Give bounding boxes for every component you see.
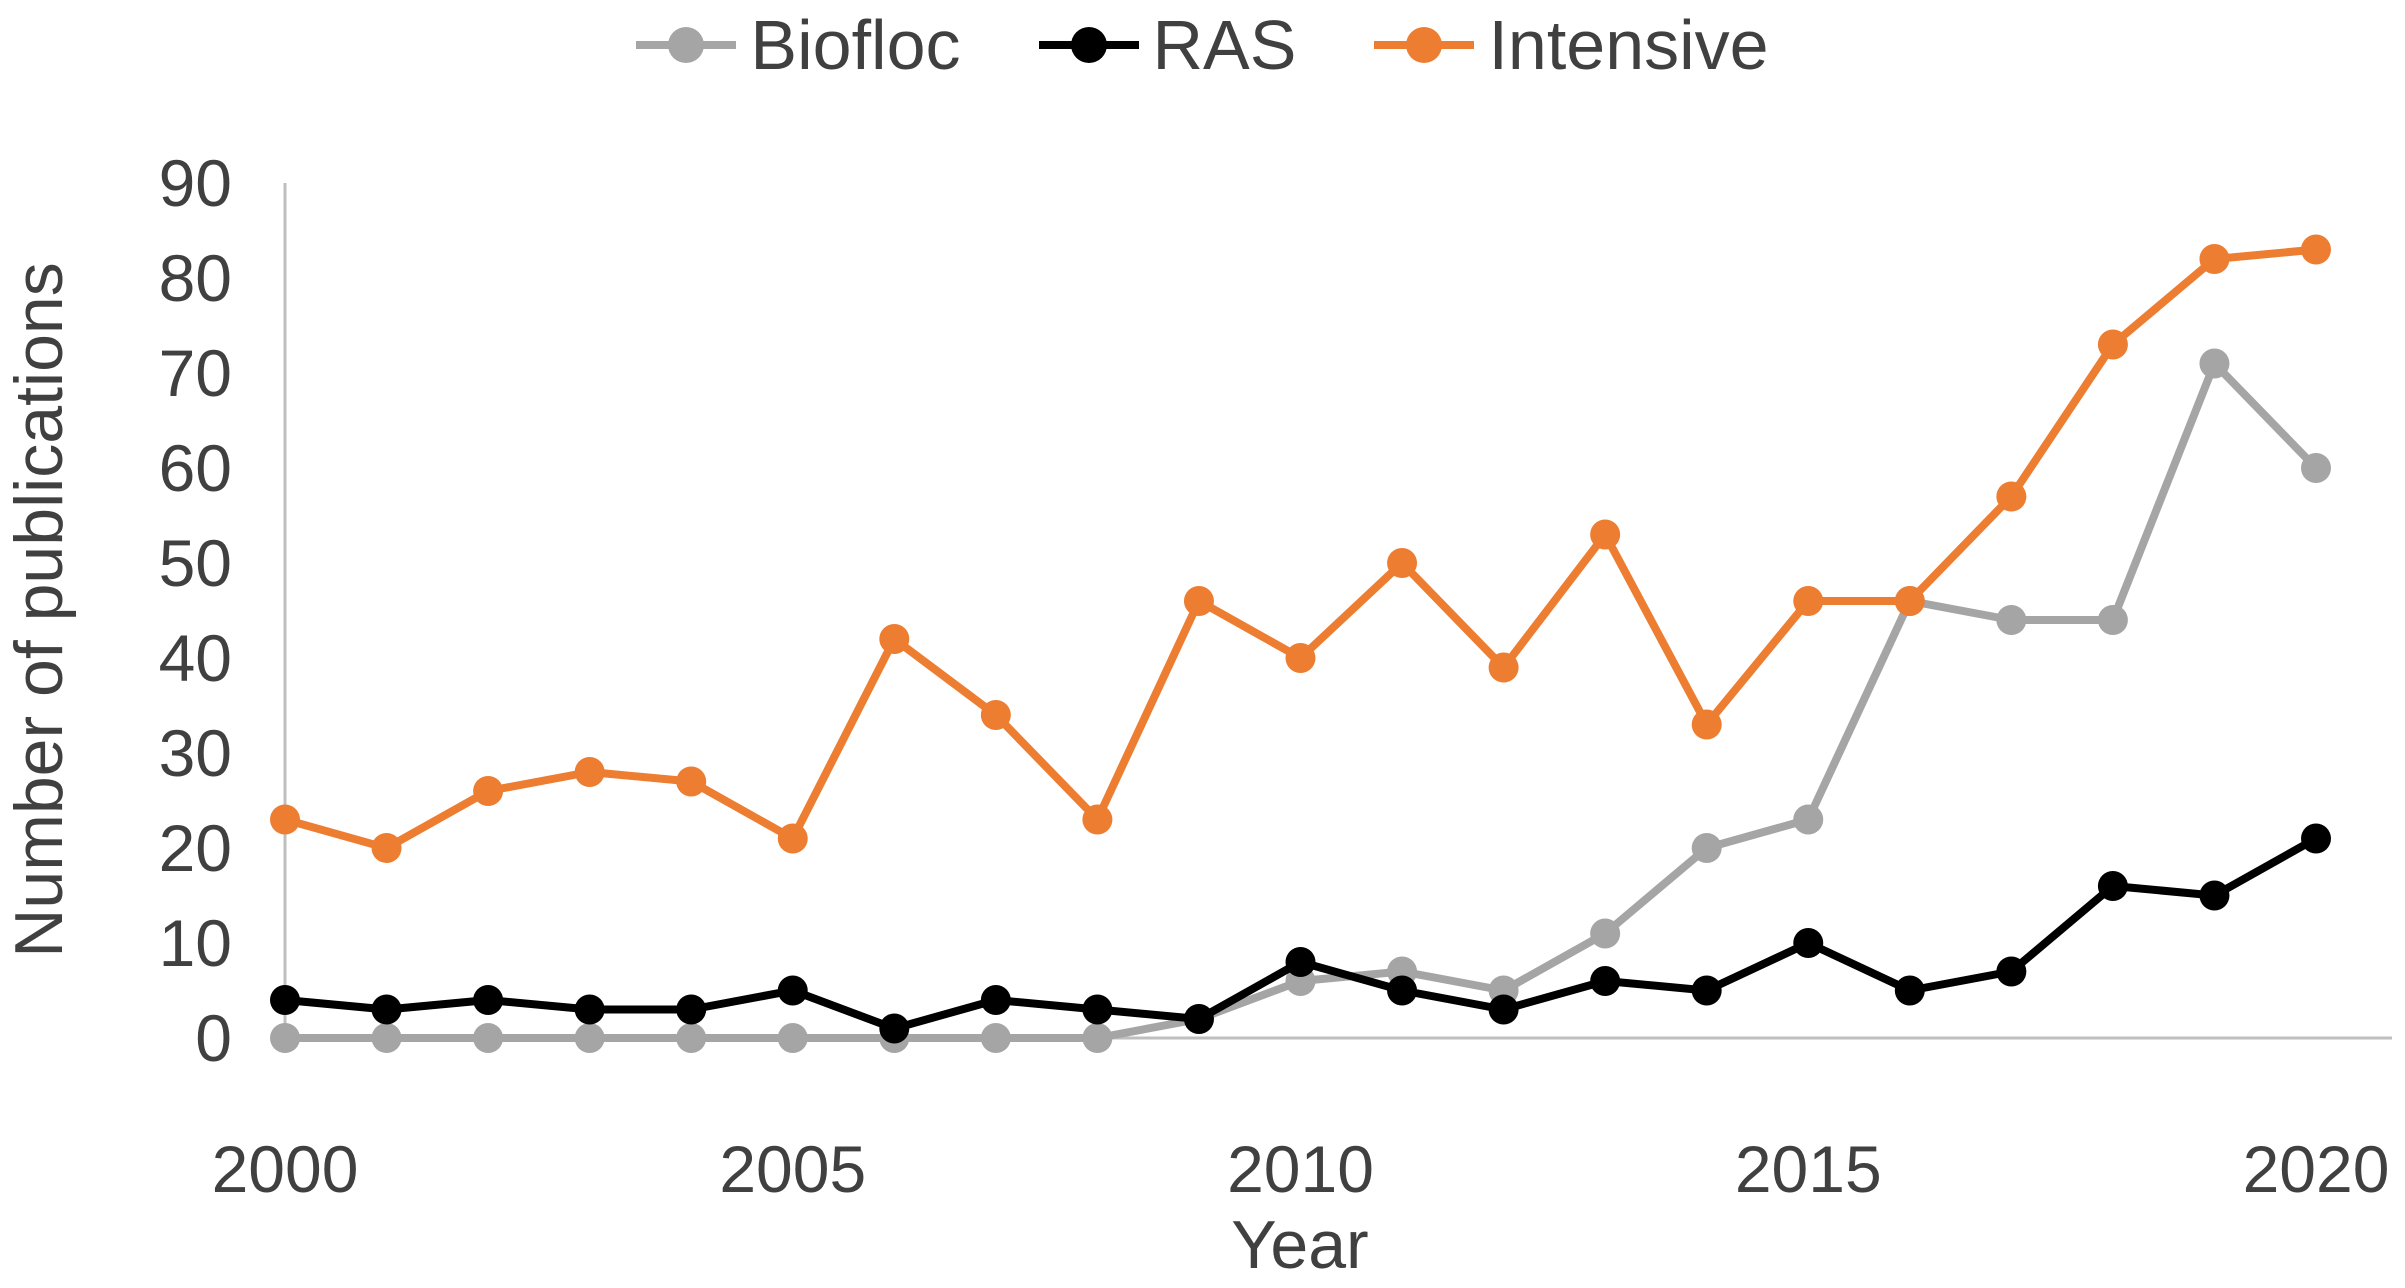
data-point-biofloc-2015 xyxy=(1793,804,1824,835)
data-point-biofloc-2005 xyxy=(777,1023,808,1053)
data-point-intensive-2016 xyxy=(1894,586,1925,616)
data-point-intensive-2011 xyxy=(1387,548,1418,578)
y-tick-label-70: 70 xyxy=(159,336,232,410)
data-point-ras-2015 xyxy=(1793,928,1824,958)
y-tick-label-40: 40 xyxy=(159,621,232,695)
data-point-intensive-2017 xyxy=(1996,481,2027,512)
data-point-ras-2020 xyxy=(2301,823,2331,854)
data-point-intensive-2006 xyxy=(879,624,910,654)
data-point-intensive-2001 xyxy=(371,833,402,863)
tick-labels-layer: 0 10 20 30 40 50 60 70 80 90 2000 2005 2010 2015 2020 xyxy=(159,146,2390,1206)
data-point-ras-2005 xyxy=(777,975,808,1006)
data-point-biofloc-2000 xyxy=(270,1023,300,1053)
x-axis-title: Year xyxy=(1231,1207,1368,1283)
y-tick-label-0: 0 xyxy=(195,1001,232,1075)
y-tick-label-60: 60 xyxy=(159,431,232,505)
x-tick-label-2000: 2000 xyxy=(212,1132,359,1206)
y-tick-label-50: 50 xyxy=(159,526,232,600)
x-tick-label-2005: 2005 xyxy=(719,1132,866,1206)
data-point-biofloc-2013 xyxy=(1590,918,1621,949)
data-point-biofloc-2018 xyxy=(2097,605,2128,635)
data-point-ras-2017 xyxy=(1996,956,2027,987)
data-point-ras-2014 xyxy=(1691,975,1722,1006)
y-axis-title: Number of publications xyxy=(1,262,77,957)
y-tick-label-30: 30 xyxy=(159,716,232,790)
data-point-biofloc-2014 xyxy=(1691,833,1722,863)
data-point-intensive-2012 xyxy=(1488,652,1519,683)
data-point-ras-2001 xyxy=(371,994,402,1025)
data-point-ras-2012 xyxy=(1488,994,1519,1025)
data-point-ras-2010 xyxy=(1285,947,1316,977)
data-point-ras-2018 xyxy=(2097,871,2128,901)
data-point-intensive-2014 xyxy=(1691,709,1722,740)
data-point-ras-2002 xyxy=(473,985,504,1015)
x-tick-label-2010: 2010 xyxy=(1227,1132,1374,1206)
data-point-biofloc-2019 xyxy=(2199,348,2230,379)
data-point-ras-2016 xyxy=(1894,975,1925,1006)
data-point-intensive-2000 xyxy=(270,804,300,835)
data-point-ras-2006 xyxy=(879,1013,910,1044)
series-ras xyxy=(270,823,2331,1044)
data-point-ras-2013 xyxy=(1590,966,1621,996)
y-tick-label-80: 80 xyxy=(159,241,232,315)
data-point-biofloc-2008 xyxy=(1082,1023,1113,1053)
y-tick-label-90: 90 xyxy=(159,146,232,220)
data-point-intensive-2019 xyxy=(2199,244,2230,274)
series-line-biofloc xyxy=(281,359,2320,1042)
x-tick-label-2020: 2020 xyxy=(2243,1132,2390,1206)
series-layer xyxy=(270,234,2331,1053)
data-point-biofloc-2001 xyxy=(371,1023,402,1053)
data-point-biofloc-2004 xyxy=(676,1023,707,1053)
data-point-ras-2000 xyxy=(270,985,300,1015)
data-point-ras-2008 xyxy=(1082,994,1113,1025)
data-point-ras-2004 xyxy=(676,994,707,1025)
data-point-intensive-2007 xyxy=(980,700,1011,730)
data-point-intensive-2004 xyxy=(676,766,707,797)
data-point-biofloc-2002 xyxy=(473,1023,504,1053)
data-point-intensive-2008 xyxy=(1082,804,1113,835)
data-point-intensive-2015 xyxy=(1793,586,1824,616)
data-point-intensive-2013 xyxy=(1590,519,1621,550)
x-tick-label-2015: 2015 xyxy=(1735,1132,1882,1206)
axes-layer xyxy=(283,183,2392,1040)
data-point-intensive-2020 xyxy=(2301,234,2331,265)
data-point-intensive-2009 xyxy=(1183,586,1214,616)
data-point-biofloc-2020 xyxy=(2301,453,2331,483)
data-point-intensive-2003 xyxy=(574,757,605,787)
data-point-ras-2019 xyxy=(2199,880,2230,911)
data-point-intensive-2018 xyxy=(2097,329,2128,360)
data-point-biofloc-2017 xyxy=(1996,605,2027,635)
data-point-intensive-2010 xyxy=(1285,643,1316,673)
data-point-intensive-2002 xyxy=(473,776,504,806)
data-point-intensive-2005 xyxy=(777,823,808,854)
series-intensive xyxy=(270,234,2331,863)
data-point-ras-2009 xyxy=(1183,1004,1214,1034)
y-tick-label-20: 20 xyxy=(159,811,232,885)
data-point-ras-2007 xyxy=(980,985,1011,1015)
data-point-biofloc-2007 xyxy=(980,1023,1011,1053)
data-point-ras-2003 xyxy=(574,994,605,1025)
data-point-ras-2011 xyxy=(1387,975,1418,1006)
data-point-biofloc-2003 xyxy=(574,1023,605,1053)
y-tick-label-10: 10 xyxy=(159,906,232,980)
